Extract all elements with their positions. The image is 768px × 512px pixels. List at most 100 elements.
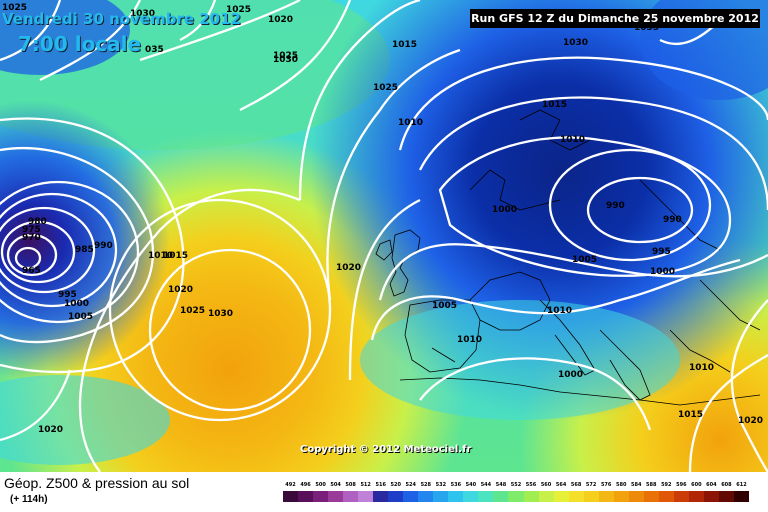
isobar-label: 985 (75, 245, 94, 255)
scale-swatch (673, 491, 689, 502)
isobar-label: 1020 (738, 416, 763, 426)
scale-value: 500 (315, 482, 326, 488)
scale-value: 528 (420, 482, 432, 488)
isobar-labels: 1025 1030 035 1025 1030 1025 1015 1010 1… (2, 3, 763, 435)
scale-value: 596 (676, 482, 687, 488)
isobar-label: 1010 (398, 118, 423, 128)
scale-swatch (298, 491, 314, 502)
isobar-label: 1005 (572, 255, 597, 265)
isobar-label: 1000 (64, 299, 89, 309)
scale-value: 604 (706, 482, 717, 488)
scale-swatch (553, 491, 569, 502)
isobar-label: 1000 (558, 370, 583, 380)
scale-value: 560 (540, 482, 552, 488)
scale-swatch (568, 491, 584, 502)
scale-swatch (448, 491, 464, 502)
scale-value: 592 (661, 482, 672, 488)
scale-swatch (313, 491, 329, 502)
legend-title: Géop. Z500 & pression au sol (4, 475, 190, 491)
scale-labels: 492 496 500 504 508 512 516 520 524 528 532 536 540 5… (283, 480, 749, 490)
isobar-label: 1020 (168, 285, 193, 295)
isobar-label: 1000 (492, 205, 517, 215)
scale-swatch (538, 491, 554, 502)
scale-swatch (523, 491, 539, 502)
isobar-label: 1010 (457, 335, 482, 345)
scale-swatch (718, 491, 734, 502)
weather-map: 1025 1030 035 1025 1030 1025 1015 1010 1… (0, 0, 768, 472)
isobar-label: 965 (22, 266, 41, 276)
copyright-notice: Copyright © 2012 Meteociel.fr (300, 444, 472, 455)
isobar-label: 1025 (2, 3, 27, 13)
legend-subtitle: (+ 114h) (10, 494, 48, 505)
scale-swatch (283, 491, 299, 502)
scale-swatch (373, 491, 389, 502)
scale-value: 612 (736, 482, 747, 488)
scale-value: 572 (585, 482, 597, 488)
isobar-label: 1025 (273, 51, 298, 61)
scale-value: 532 (435, 482, 447, 488)
scale-value: 508 (345, 482, 356, 488)
scale-swatch (358, 491, 374, 502)
scale-swatch (583, 491, 599, 502)
isobar-label: 970 (22, 233, 41, 243)
isobar-label: 1020 (268, 15, 293, 25)
scale-value: 504 (330, 482, 341, 488)
isobar-label: 1010 (148, 251, 173, 261)
isobars (0, 0, 768, 472)
isobar-label: 1030 (563, 38, 588, 48)
scale-value: 524 (405, 482, 416, 488)
model-run-label: Run GFS 12 Z du Dimanche 25 novembre 201… (470, 9, 760, 28)
scale-value: 576 (600, 482, 612, 488)
map-canvas: 1025 1030 035 1025 1030 1025 1015 1010 1… (0, 0, 768, 472)
isobar-label: 1005 (68, 312, 93, 322)
scale-value: 492 (285, 482, 296, 488)
scale-swatch (493, 491, 509, 502)
scale-swatch (598, 491, 614, 502)
scale-swatch (388, 491, 404, 502)
scale-bar (283, 491, 749, 502)
scale-swatch (463, 491, 479, 502)
scale-value: 588 (646, 482, 657, 488)
scale-value: 544 (480, 482, 492, 488)
isobar-label: 995 (652, 247, 671, 257)
isobar-label: 1020 (336, 263, 361, 273)
scale-value: 496 (300, 482, 311, 488)
isobar-label: 990 (663, 215, 682, 225)
scale-value: 536 (450, 482, 462, 488)
scale-value: 568 (570, 482, 582, 488)
isobar-label: 1010 (560, 135, 585, 145)
scale-swatch (403, 491, 419, 502)
isobar-label: 1030 (208, 309, 233, 319)
scale-value: 608 (721, 482, 732, 488)
isobar-label: 1030 (273, 55, 298, 65)
scale-swatch (433, 491, 449, 502)
color-scale: 492 496 500 504 508 512 516 520 524 528 532 536 540 5… (283, 480, 749, 502)
scale-value: 556 (525, 482, 537, 488)
scale-swatch (478, 491, 494, 502)
scale-value: 540 (465, 482, 477, 488)
scale-value: 520 (390, 482, 401, 488)
scale-swatch (643, 491, 659, 502)
isobar-label: 035 (145, 45, 164, 55)
isobar-label: 980 (28, 217, 47, 227)
isobar-label: 1010 (689, 363, 714, 373)
scale-swatch (703, 491, 719, 502)
forecast-date: Vendredi 30 novembre 2012 (2, 10, 241, 28)
isobar-label: 995 (58, 290, 77, 300)
scale-value: 552 (510, 482, 522, 488)
isobar-label: 1035 (634, 23, 659, 33)
isobar-label: 1015 (392, 40, 417, 50)
coastlines (375, 109, 761, 406)
scale-swatch (613, 491, 629, 502)
scale-swatch (343, 491, 359, 502)
isobar-label: 975 (22, 225, 41, 235)
scale-value: 512 (360, 482, 371, 488)
scale-swatch (628, 491, 644, 502)
isobar-label: 1005 (432, 301, 457, 311)
scale-value: 516 (375, 482, 386, 488)
scale-swatch (658, 491, 674, 502)
isobar-label: 1025 (373, 83, 398, 93)
scale-value: 580 (615, 482, 627, 488)
isobar-label: 1025 (226, 5, 251, 15)
scale-value: 564 (555, 482, 567, 488)
